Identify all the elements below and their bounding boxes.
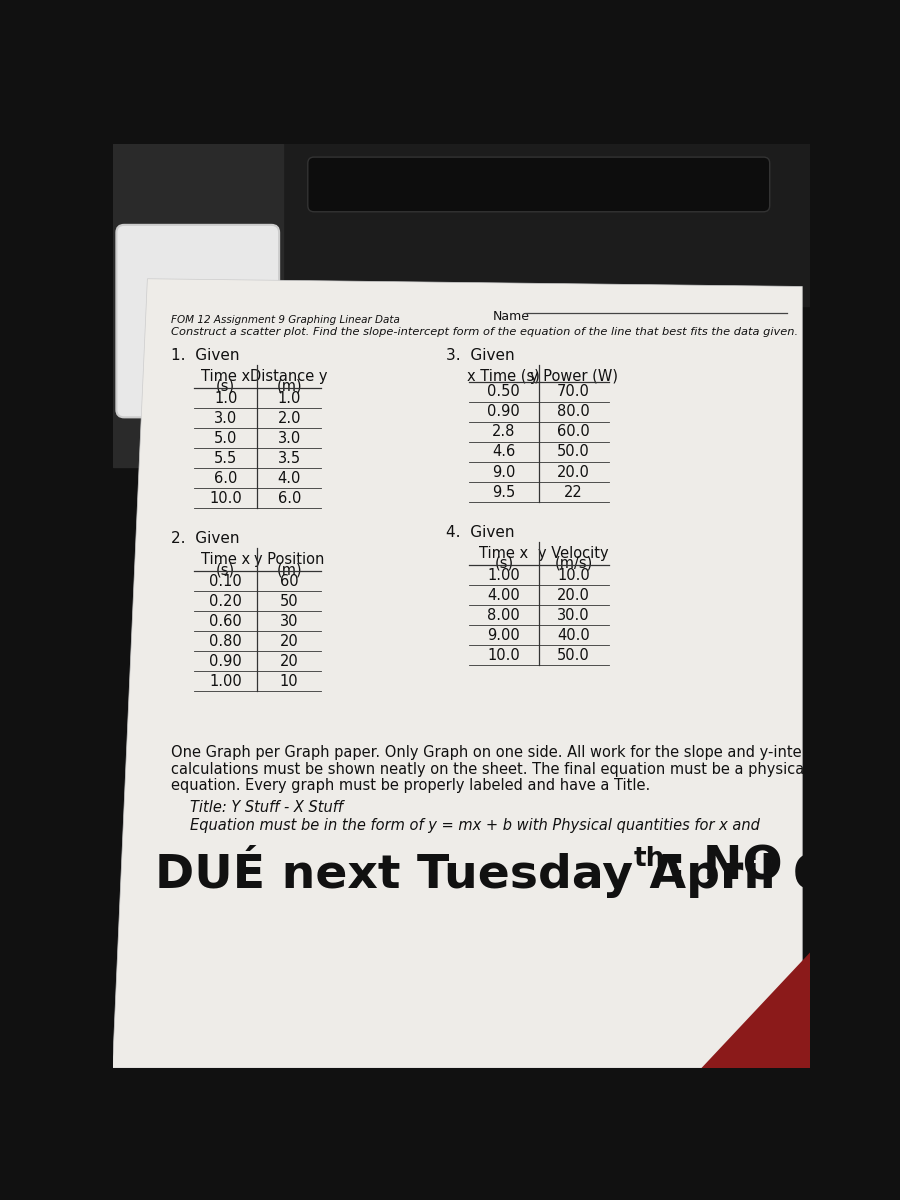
Text: 1.  Given: 1. Given — [171, 348, 239, 364]
Text: 1.0: 1.0 — [277, 391, 301, 406]
Text: 3.5: 3.5 — [277, 451, 301, 466]
Text: 0.90: 0.90 — [488, 404, 520, 420]
Text: 2.8: 2.8 — [492, 425, 516, 439]
Text: 50.0: 50.0 — [557, 648, 590, 662]
Text: 20.0: 20.0 — [557, 464, 590, 480]
Text: y Power (W): y Power (W) — [529, 368, 617, 384]
Text: (s): (s) — [216, 379, 235, 394]
Text: Name: Name — [492, 310, 529, 323]
Text: (m): (m) — [276, 562, 302, 577]
Text: 0.60: 0.60 — [210, 614, 242, 629]
Text: calculations must be shown neatly on the sheet. The final equation must be a phy: calculations must be shown neatly on the… — [171, 762, 808, 776]
Text: 0.50: 0.50 — [488, 384, 520, 400]
Text: 70.0: 70.0 — [557, 384, 590, 400]
Text: Construct a scatter plot. Find the slope-intercept form of the equation of the l: Construct a scatter plot. Find the slope… — [171, 328, 797, 337]
Bar — [112, 144, 283, 468]
Text: 0.80: 0.80 — [210, 634, 242, 649]
Text: One Graph per Graph paper. Only Graph on one side. All work for the slope and y-: One Graph per Graph paper. Only Graph on… — [171, 744, 839, 760]
Text: y Velocity: y Velocity — [538, 546, 609, 560]
Text: equation. Every graph must be properly labeled and have a Title.: equation. Every graph must be properly l… — [171, 779, 650, 793]
Text: (m/s): (m/s) — [554, 556, 593, 571]
Text: : NO LATES: : NO LATES — [651, 845, 900, 889]
Text: 9.0: 9.0 — [492, 464, 516, 480]
Text: 10.0: 10.0 — [488, 648, 520, 662]
FancyBboxPatch shape — [116, 224, 279, 418]
Text: 2.  Given: 2. Given — [171, 532, 239, 546]
Text: 5.0: 5.0 — [214, 431, 238, 445]
Text: DUÉ next Tuesday April 6: DUÉ next Tuesday April 6 — [155, 845, 825, 898]
Text: 20: 20 — [280, 654, 299, 668]
FancyBboxPatch shape — [308, 157, 770, 211]
Text: 4.  Given: 4. Given — [446, 526, 514, 540]
Polygon shape — [701, 953, 810, 1068]
Text: 3.0: 3.0 — [277, 431, 301, 445]
Bar — [112, 144, 810, 306]
Text: Time x: Time x — [480, 546, 528, 560]
Text: Title: Y Stuff - X Stuff: Title: Y Stuff - X Stuff — [190, 800, 343, 815]
Text: 0.20: 0.20 — [209, 594, 242, 608]
Text: 0.10: 0.10 — [210, 574, 242, 589]
Text: 4.00: 4.00 — [488, 588, 520, 602]
Text: Distance y: Distance y — [250, 368, 328, 384]
Text: 30.0: 30.0 — [557, 607, 590, 623]
Text: 4.0: 4.0 — [277, 470, 301, 486]
Text: 2.0: 2.0 — [277, 410, 301, 426]
Text: 5.5: 5.5 — [214, 451, 238, 466]
Text: Time x: Time x — [201, 552, 250, 568]
Text: 20: 20 — [280, 634, 299, 649]
Text: 3.0: 3.0 — [214, 410, 238, 426]
Text: th: th — [634, 846, 665, 872]
Text: 50: 50 — [280, 594, 299, 608]
Text: (s): (s) — [494, 556, 513, 571]
Text: 6.0: 6.0 — [277, 491, 301, 505]
Text: 6.0: 6.0 — [214, 470, 238, 486]
Text: 10.0: 10.0 — [210, 491, 242, 505]
Text: 8.00: 8.00 — [488, 607, 520, 623]
Text: Equation must be in the form of y = mx + b with Physical quantities for x and: Equation must be in the form of y = mx +… — [190, 817, 760, 833]
Text: 9.00: 9.00 — [488, 628, 520, 643]
Text: Time x: Time x — [201, 368, 250, 384]
Text: 1.00: 1.00 — [210, 674, 242, 689]
Text: 60: 60 — [280, 574, 299, 589]
Text: 50.0: 50.0 — [557, 444, 590, 460]
Text: 0.90: 0.90 — [210, 654, 242, 668]
Text: FOM 12 Assignment 9 Graphing Linear Data: FOM 12 Assignment 9 Graphing Linear Data — [171, 314, 400, 325]
Text: (s): (s) — [216, 562, 235, 577]
Text: 22: 22 — [564, 485, 583, 499]
Text: 3.  Given: 3. Given — [446, 348, 515, 364]
Text: y Position: y Position — [254, 552, 324, 568]
Text: 4.6: 4.6 — [492, 444, 516, 460]
Text: 10: 10 — [280, 674, 299, 689]
Text: 40.0: 40.0 — [557, 628, 590, 643]
Text: 1.0: 1.0 — [214, 391, 238, 406]
Text: 30: 30 — [280, 614, 299, 629]
Text: (m): (m) — [276, 379, 302, 394]
Text: 1.00: 1.00 — [488, 568, 520, 583]
Text: 60.0: 60.0 — [557, 425, 590, 439]
Text: 10.0: 10.0 — [557, 568, 590, 583]
Text: 9.5: 9.5 — [492, 485, 516, 499]
Text: 20.0: 20.0 — [557, 588, 590, 602]
Text: 80.0: 80.0 — [557, 404, 590, 420]
Polygon shape — [112, 278, 802, 1068]
Text: x Time (s): x Time (s) — [467, 368, 540, 384]
